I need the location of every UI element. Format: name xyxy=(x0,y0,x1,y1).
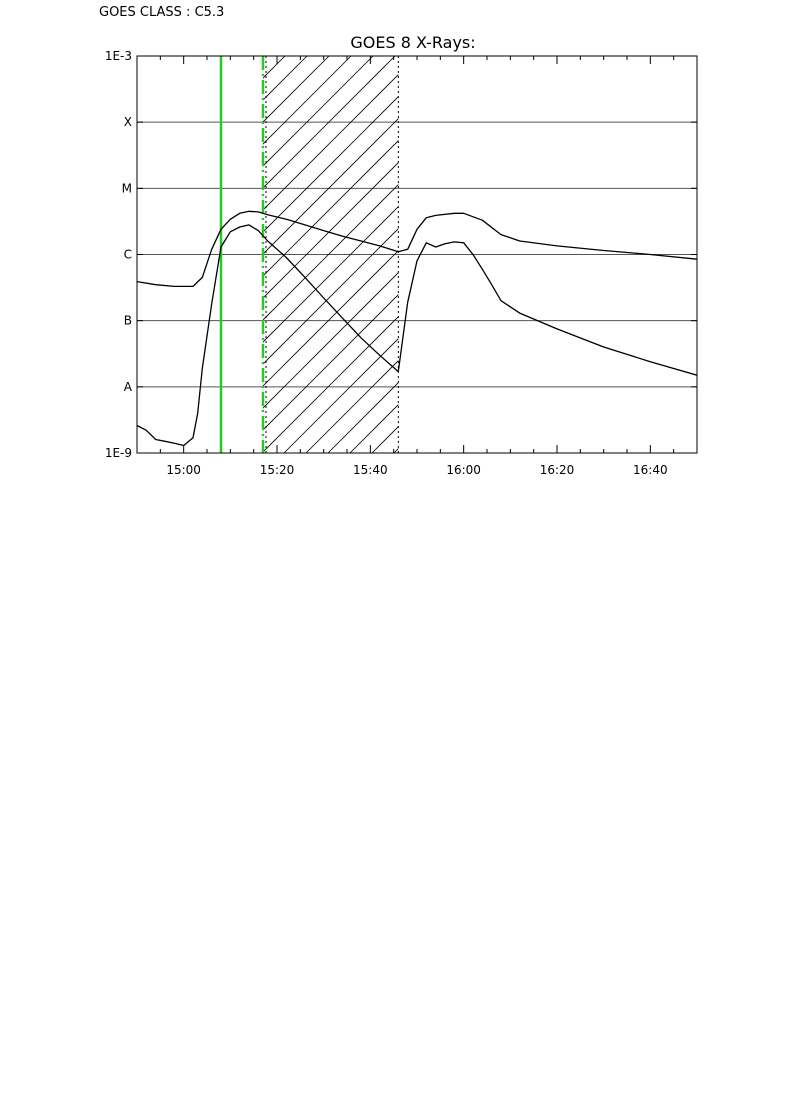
hatch-line xyxy=(263,294,399,431)
y-tick-label: X xyxy=(124,115,132,129)
y-tick-label: A xyxy=(124,380,133,394)
hatch-line xyxy=(263,74,399,211)
hatch-line xyxy=(263,206,399,343)
hatch-line xyxy=(263,140,399,277)
hatch-line xyxy=(263,56,374,167)
hatch-line xyxy=(263,118,399,255)
y-axis-ticks: 1E-3 X M C B A 1E-9 xyxy=(105,49,697,460)
grid-lines xyxy=(137,121,697,388)
y-tick-label: C xyxy=(124,248,132,262)
hatch-line xyxy=(263,228,399,365)
y-tick-label: 1E-9 xyxy=(105,446,132,460)
hatch-line xyxy=(263,250,399,387)
hatch-line xyxy=(327,382,399,453)
hatch-line xyxy=(263,56,396,189)
hatch-line xyxy=(724,56,790,453)
x-tick-label: 16:00 xyxy=(446,463,481,477)
x-tick-label: 15:20 xyxy=(260,463,295,477)
y-tick-label: 1E-3 xyxy=(105,49,132,63)
x-tick-label: 16:40 xyxy=(633,463,668,477)
hatch-line xyxy=(263,96,399,233)
hatch-line xyxy=(263,162,399,299)
hatch-line xyxy=(305,360,399,453)
hatched-interval xyxy=(263,56,790,453)
y-tick-label: M xyxy=(122,181,132,195)
hatch-line xyxy=(283,338,399,453)
series-line-upper xyxy=(137,210,697,288)
hatch-line xyxy=(768,56,790,453)
hatch-line xyxy=(702,56,790,453)
hatch-line xyxy=(263,316,399,453)
x-tick-label: 15:00 xyxy=(166,463,201,477)
flux-series xyxy=(137,210,697,447)
x-axis-ticks: 15:00 15:20 15:40 16:00 16:20 16:40 xyxy=(136,56,698,477)
chart-title: GOES 8 X-Rays: xyxy=(350,33,475,52)
x-tick-label: 15:40 xyxy=(353,463,388,477)
hatch-lines xyxy=(263,56,790,453)
goes-class-label: GOES CLASS : C5.3 xyxy=(99,5,225,20)
hatch-line xyxy=(263,272,399,409)
y-tick-label: B xyxy=(124,314,132,328)
series-line-lower xyxy=(137,224,697,447)
hatch-line xyxy=(746,56,790,453)
hatch-line xyxy=(263,184,399,321)
x-tick-label: 16:20 xyxy=(540,463,575,477)
time-markers xyxy=(219,56,399,453)
hatch-line xyxy=(263,56,352,145)
